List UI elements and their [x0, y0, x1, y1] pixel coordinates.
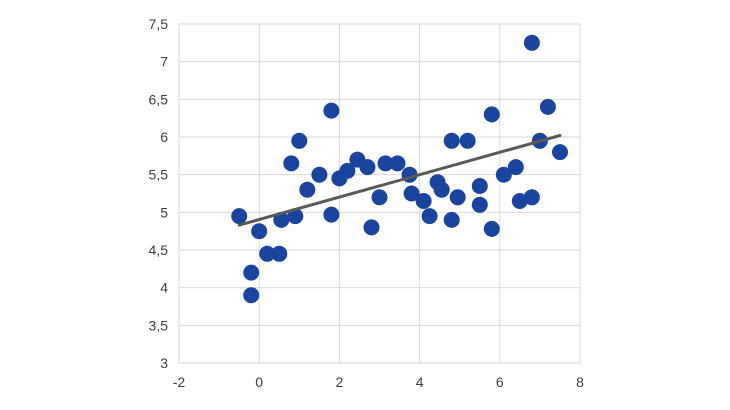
data-point — [415, 193, 432, 209]
y-tick-label: 4 — [160, 280, 168, 296]
data-point — [459, 132, 476, 149]
y-tick-label: 5,5 — [149, 167, 169, 183]
data-point — [311, 166, 328, 183]
data-point — [243, 287, 260, 304]
data-point — [323, 102, 340, 119]
data-point — [433, 181, 450, 198]
y-tick-label: 5 — [160, 204, 168, 220]
data-point — [483, 106, 500, 123]
data-point — [511, 193, 528, 209]
data-point — [283, 155, 300, 172]
data-point — [389, 155, 406, 172]
y-tick-label: 3,5 — [149, 317, 169, 333]
data-point — [271, 245, 288, 262]
data-point — [363, 219, 380, 236]
y-tick-label: 3 — [160, 355, 168, 371]
y-tick-label: 6 — [160, 129, 168, 145]
data-point — [299, 181, 316, 198]
y-tick-label: 4,5 — [149, 242, 169, 258]
y-tick-label: 6,5 — [149, 91, 169, 107]
data-point — [421, 208, 438, 225]
data-point — [523, 34, 540, 51]
data-point — [449, 189, 466, 206]
data-point — [471, 178, 488, 194]
data-point — [371, 189, 388, 206]
data-point — [471, 196, 488, 213]
data-point — [523, 189, 540, 206]
data-point — [323, 206, 340, 223]
data-point — [377, 155, 394, 172]
data-point — [243, 264, 260, 281]
data-point — [495, 166, 512, 183]
data-point — [339, 162, 356, 179]
data-point — [231, 208, 248, 225]
plot-area-border — [178, 23, 581, 364]
data-point — [403, 185, 420, 202]
trend-line — [237, 134, 562, 227]
data-point — [552, 144, 568, 161]
data-point — [359, 159, 376, 176]
data-point — [291, 132, 308, 149]
y-tick-label: 7 — [160, 54, 168, 70]
data-point — [539, 98, 556, 115]
x-tick-label: 8 — [576, 374, 584, 390]
data-point — [483, 220, 500, 237]
data-point — [251, 223, 268, 240]
x-tick-label: 4 — [416, 374, 424, 390]
data-point — [259, 245, 276, 262]
data-point — [507, 159, 524, 176]
data-point — [443, 132, 460, 149]
y-tick-label: 7,5 — [149, 16, 169, 32]
x-tick-label: 6 — [496, 374, 504, 390]
x-tick-label: 2 — [336, 374, 344, 390]
x-tick-label: 0 — [255, 374, 263, 390]
data-point — [443, 211, 460, 228]
x-tick-label: -2 — [173, 374, 186, 390]
